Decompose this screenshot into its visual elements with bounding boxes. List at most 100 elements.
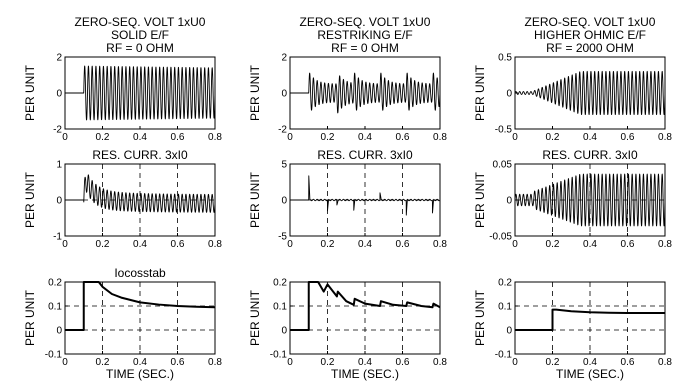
series-line	[289, 175, 441, 216]
series-line	[515, 308, 665, 331]
y-tick-label: 2	[281, 53, 287, 64]
x-tick-label: 0.6	[621, 132, 635, 143]
x-tick-label: 0.6	[171, 357, 185, 368]
x-tick-label: 0.8	[208, 239, 222, 250]
y-tick-label: 1	[56, 160, 62, 171]
x-tick-label: 0.2	[546, 132, 560, 143]
y-tick-label: -0.1	[45, 350, 63, 361]
x-tick-label: 0	[62, 132, 68, 143]
y-tick-label: 0	[506, 89, 512, 100]
x-tick-label: 0.2	[96, 239, 110, 250]
x-tick-label: 0.4	[583, 357, 597, 368]
x-tick-label: 0.2	[96, 132, 110, 143]
y-tick-label: 0	[56, 196, 62, 207]
y-axis-label: PER UNIT	[473, 289, 487, 346]
chart-title-line: RESTRIKING E/F	[317, 28, 412, 42]
x-tick-label: 0.8	[658, 357, 672, 368]
series-line	[290, 281, 441, 331]
y-tick-label: 0.1	[498, 302, 512, 313]
x-tick-label: 0.4	[133, 239, 147, 250]
series-line	[64, 174, 216, 213]
chart-title-line: RF = 0 OHM	[331, 41, 399, 55]
y-axis-label: PER UNIT	[23, 171, 37, 228]
x-tick-label: 0.4	[358, 239, 372, 250]
x-tick-label: 0.4	[358, 357, 372, 368]
y-tick-label: -2	[278, 125, 287, 136]
y-tick-label: 0	[281, 89, 287, 100]
x-axis-label: TIME (SEC.)	[331, 367, 399, 381]
x-tick-label: 0.6	[396, 239, 410, 250]
series-line	[289, 72, 441, 114]
x-tick-label: 0.8	[658, 239, 672, 250]
x-tick-label: 0.8	[658, 132, 672, 143]
chart-title-line: ZERO-SEQ. VOLT 1xU0	[300, 15, 431, 29]
y-tick-label: 0	[506, 326, 512, 337]
x-tick-label: 0	[287, 357, 293, 368]
x-tick-label: 0.4	[583, 132, 597, 143]
chart-title-line: RES. CURR. 3xI0	[542, 148, 638, 162]
x-tick-label: 0.6	[621, 357, 635, 368]
y-tick-label: -2	[53, 125, 62, 136]
chart-title-line: HIGHER OHMIC E/F	[534, 28, 646, 42]
chart-title-line: ZERO-SEQ. VOLT 1xU0	[75, 15, 206, 29]
x-tick-label: 0	[287, 132, 293, 143]
y-tick-label: -1	[53, 232, 62, 243]
x-tick-label: 0.4	[133, 132, 147, 143]
x-tick-label: 0.2	[96, 357, 110, 368]
y-axis-label: PER UNIT	[248, 289, 262, 346]
chart-title-line: ZERO-SEQ. VOLT 1xU0	[525, 15, 656, 29]
y-axis-label: PER UNIT	[248, 171, 262, 228]
x-tick-label: 0	[512, 132, 518, 143]
x-tick-label: 0.6	[621, 239, 635, 250]
y-axis-label: PER UNIT	[248, 64, 262, 121]
y-axis-label: PER UNIT	[473, 171, 487, 228]
y-tick-label: 0.2	[273, 278, 287, 289]
x-tick-label: 0.2	[321, 132, 335, 143]
x-tick-label: 0.8	[208, 132, 222, 143]
x-tick-label: 0.2	[321, 239, 335, 250]
chart-title-line: SOLID E/F	[111, 28, 169, 42]
x-tick-label: 0.6	[171, 239, 185, 250]
series-line	[64, 65, 216, 121]
x-tick-label: 0.2	[546, 239, 560, 250]
y-axis-label: PER UNIT	[473, 64, 487, 121]
x-tick-label: 0.8	[433, 239, 447, 250]
y-tick-label: -0.5	[495, 125, 513, 136]
x-tick-label: 0.6	[396, 357, 410, 368]
x-tick-label: 0	[62, 357, 68, 368]
x-tick-label: 0.4	[583, 239, 597, 250]
y-tick-label: 0.5	[498, 53, 512, 64]
x-tick-label: 0.8	[208, 357, 222, 368]
x-axis-label: TIME (SEC.)	[556, 367, 624, 381]
y-tick-label: -0.1	[270, 350, 288, 361]
y-tick-label: 0.1	[273, 302, 287, 313]
chart-title-line: RES. CURR. 3xI0	[92, 148, 188, 162]
y-tick-label: 5	[281, 160, 287, 171]
y-tick-label: -5	[278, 232, 287, 243]
x-tick-label: 0	[512, 357, 518, 368]
x-tick-label: 0.4	[133, 357, 147, 368]
x-tick-label: 0.8	[433, 357, 447, 368]
series-line	[514, 173, 666, 227]
y-tick-label: 0	[281, 196, 287, 207]
chart-title-line: Iocosstab	[114, 266, 166, 280]
x-tick-label: 0.2	[546, 357, 560, 368]
x-tick-label: 0	[512, 239, 518, 250]
x-tick-label: 0	[287, 239, 293, 250]
y-tick-label: -0.05	[489, 232, 512, 243]
y-tick-label: 2	[56, 53, 62, 64]
x-axis-label: TIME (SEC.)	[106, 367, 174, 381]
x-tick-label: 0	[62, 239, 68, 250]
x-tick-label: 0.2	[321, 357, 335, 368]
y-tick-label: 0	[56, 326, 62, 337]
